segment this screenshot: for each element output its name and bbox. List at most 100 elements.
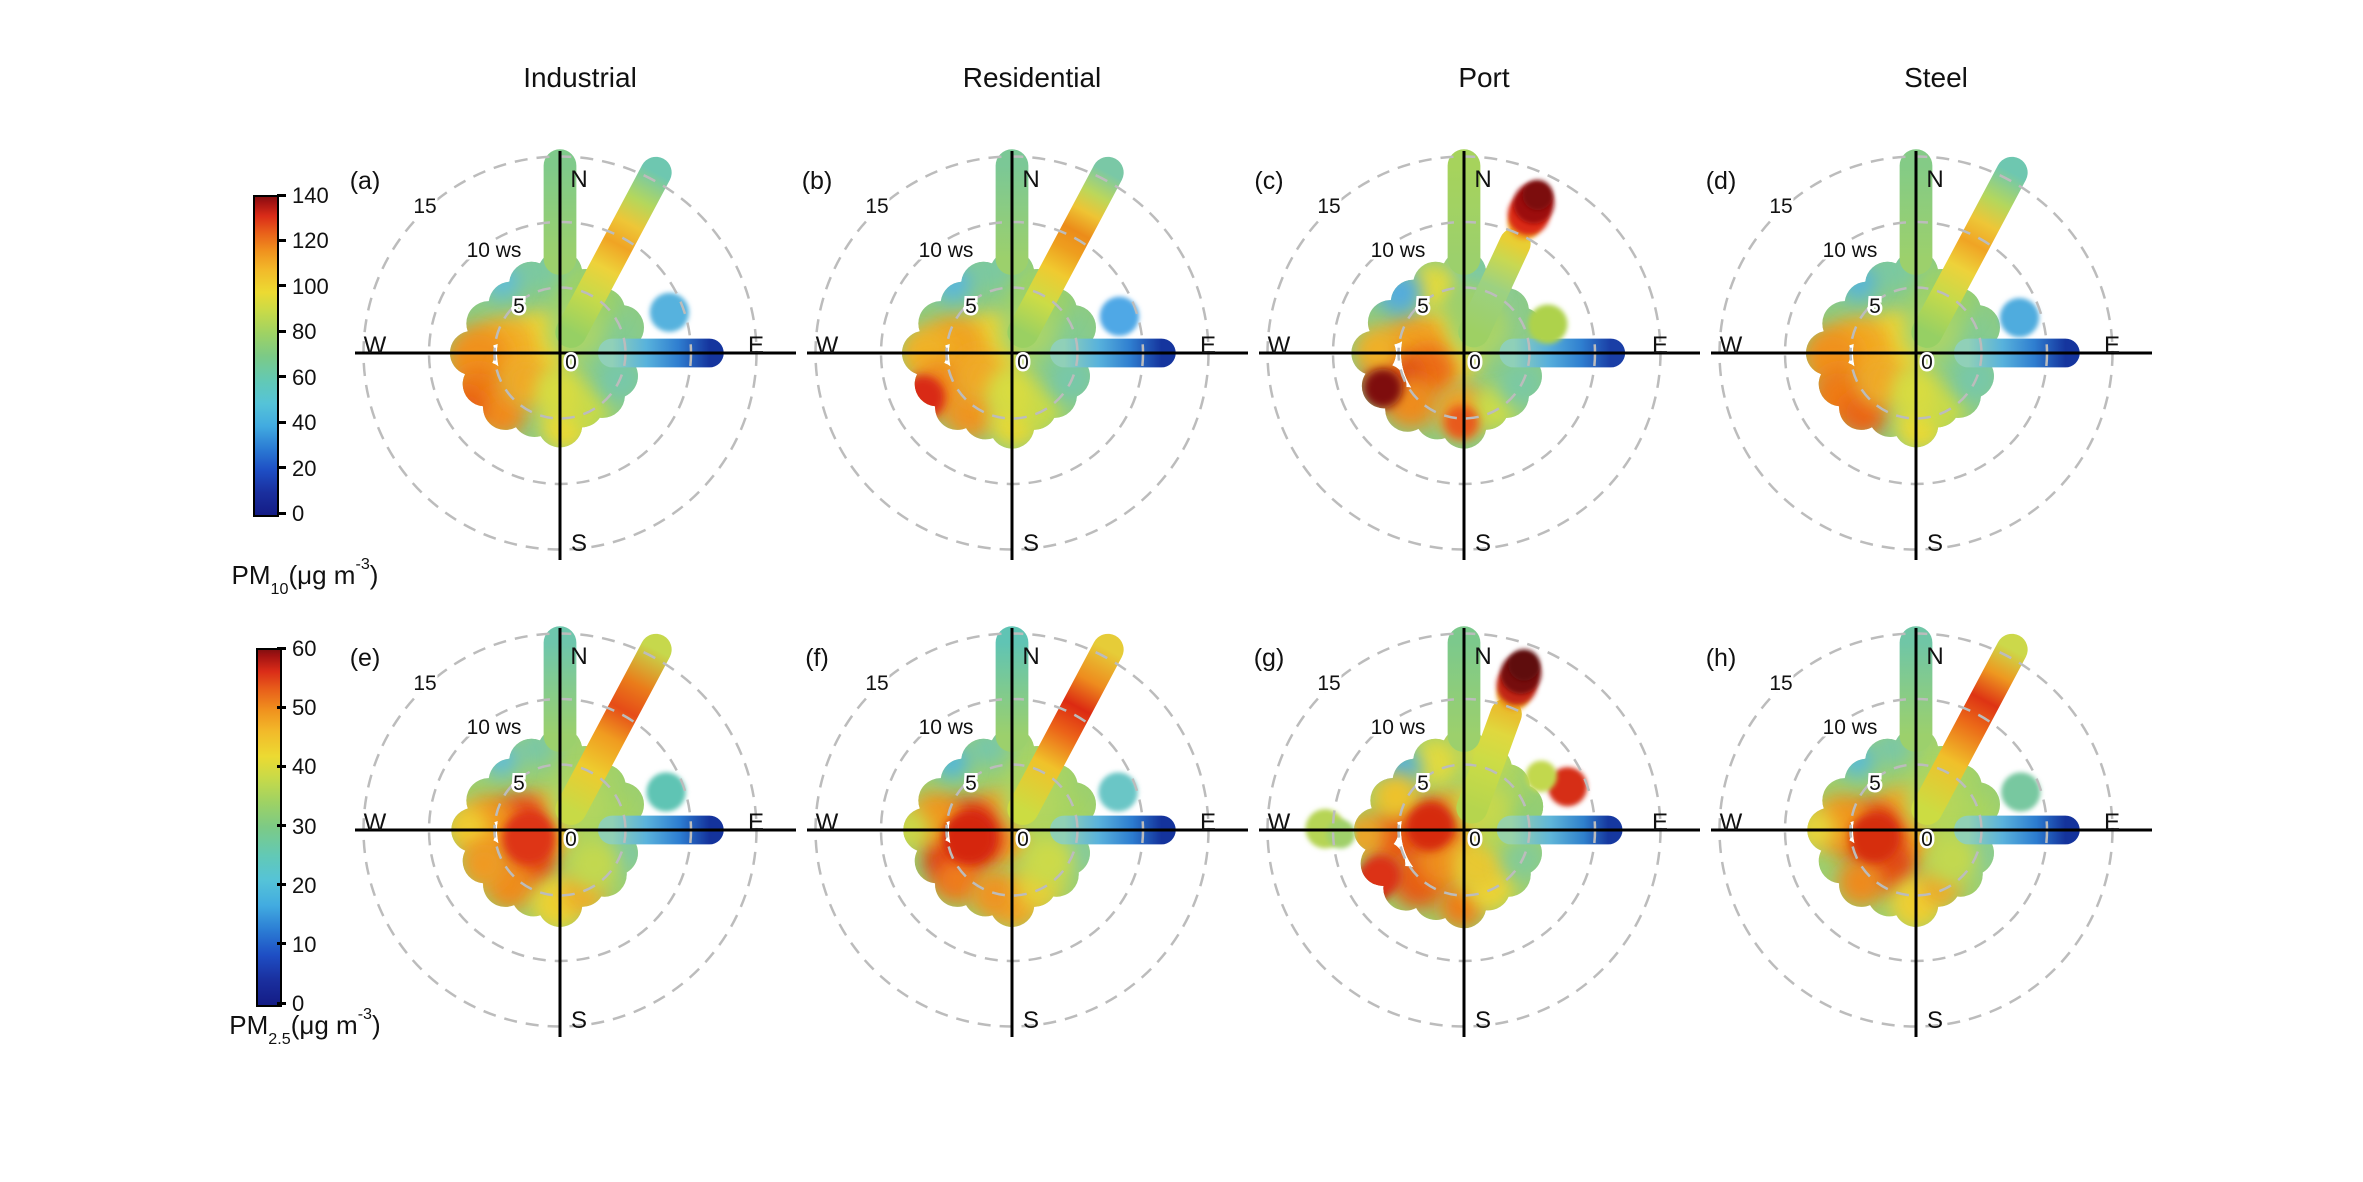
colorbar-tick <box>277 420 286 424</box>
radial-tick-10-ws: 10 ws <box>919 239 974 262</box>
compass-south-label: S <box>571 530 587 557</box>
northeast-plume-petal <box>555 633 672 825</box>
detached-cell <box>1099 296 1140 336</box>
radial-tick-15: 15 <box>865 672 888 695</box>
colorbar-tick <box>277 329 286 333</box>
detached-cell <box>1525 760 1558 793</box>
radial-tick-10-ws: 10 ws <box>1823 239 1878 262</box>
radial-tick-0: 0 <box>565 351 577 374</box>
radial-tick-10-ws: 10 ws <box>1371 716 1426 739</box>
panel-letter: (e) <box>350 644 381 672</box>
compass-west-label: W <box>1720 809 1743 836</box>
compass-south-label: S <box>1023 1007 1039 1034</box>
panel-h-steel-pm2.5: (h) N S W E 15 10 ws 5 0 <box>1706 626 2152 1037</box>
radial-tick-0: 0 <box>1469 828 1481 851</box>
column-title-port: Port <box>1458 62 1510 93</box>
compass-east-label: E <box>748 809 764 836</box>
colorbar-tick <box>277 284 286 288</box>
compass-north-label: N <box>1022 643 1039 670</box>
colorbar-tick <box>277 511 286 515</box>
pm25-colorbar <box>256 648 282 1007</box>
colorbar-tick <box>277 375 286 379</box>
northeast-plume-petal <box>1458 228 1531 348</box>
colorbar-tick <box>277 705 286 709</box>
colorbar-tick-label: 120 <box>292 228 329 254</box>
colorbar-tick <box>277 942 286 946</box>
radial-tick-5: 5 <box>513 772 525 795</box>
compass-north-label: N <box>570 166 587 193</box>
colorbar-tick <box>277 824 286 827</box>
colorbar-tick-label: 140 <box>292 183 329 208</box>
detached-cell <box>649 292 690 333</box>
colorbar-tick <box>277 883 286 887</box>
colorbar-tick <box>277 1001 286 1005</box>
colorbar-tick-label: 60 <box>292 364 317 390</box>
detached-cell <box>1326 819 1356 849</box>
colorbar-tick <box>277 646 286 650</box>
compass-east-label: E <box>1200 809 1216 836</box>
panel-c-port-pm10: (c) N S W E 15 10 ws 5 0 <box>1254 149 1700 560</box>
radial-tick-15: 15 <box>413 195 436 218</box>
panel-letter: (b) <box>802 167 833 195</box>
compass-west-label: W <box>364 332 387 359</box>
radial-tick-10-ws: 10 ws <box>467 716 522 739</box>
pm25-colorbar-label: PM2.5(μg m-3) <box>229 1004 381 1049</box>
detached-cell <box>1547 767 1588 807</box>
detached-cell <box>1098 772 1138 812</box>
panel-letter: (h) <box>1706 644 1737 672</box>
compass-east-label: E <box>748 332 764 359</box>
radial-tick-10-ws: 10 ws <box>919 716 974 739</box>
colorbar-tick-label: 40 <box>292 754 317 780</box>
compass-south-label: S <box>1475 530 1491 557</box>
plume-hotspot <box>1508 649 1540 681</box>
radial-tick-15: 15 <box>413 672 436 695</box>
compass-north-label: N <box>1022 166 1039 193</box>
radial-tick-0: 0 <box>1017 828 1029 851</box>
compass-east-label: E <box>1652 332 1668 359</box>
column-title-industrial: Industrial <box>523 62 637 93</box>
colorbar-tick-label: 0 <box>292 991 305 1016</box>
compass-south-label: S <box>1927 1007 1943 1034</box>
radial-tick-5: 5 <box>513 295 525 318</box>
compass-west-label: W <box>816 809 839 836</box>
detached-cell <box>2001 772 2041 812</box>
radial-tick-10-ws: 10 ws <box>1371 239 1426 262</box>
radial-tick-0: 0 <box>1921 828 1933 851</box>
pm10-colorbar-label: PM10(μg m-3) <box>231 554 379 599</box>
radial-tick-5: 5 <box>1869 772 1881 795</box>
radial-tick-15: 15 <box>865 195 888 218</box>
radial-tick-15: 15 <box>1769 195 1792 218</box>
colorbar-tick-label: 40 <box>292 410 317 436</box>
panel-letter: (c) <box>1254 167 1283 195</box>
compass-west-label: W <box>1720 332 1743 359</box>
compass-south-label: S <box>1023 530 1039 557</box>
northeast-plume-petal <box>1456 698 1522 824</box>
panel-a-industrial-pm10: (a) N S W E 15 10 ws 5 0 <box>350 149 796 560</box>
colorbar-tick <box>277 193 286 197</box>
panel-letter: (g) <box>1254 644 1285 672</box>
colorbar-tick-label: 20 <box>292 872 317 898</box>
northeast-plume-petal <box>1911 633 2028 825</box>
radial-tick-5: 5 <box>965 772 977 795</box>
northeast-plume-petal <box>1007 633 1124 825</box>
colorbar-tick-label: 20 <box>292 455 317 481</box>
radial-tick-15: 15 <box>1769 672 1792 695</box>
compass-south-label: S <box>571 1007 587 1034</box>
radial-tick-5: 5 <box>1417 772 1429 795</box>
colorbar-tick <box>277 764 286 768</box>
radial-tick-0: 0 <box>565 828 577 851</box>
colorbar-tick <box>277 238 286 242</box>
radial-tick-15: 15 <box>1317 195 1340 218</box>
colorbar-tick <box>277 466 286 470</box>
compass-east-label: E <box>2104 332 2120 359</box>
detached-cell <box>646 772 686 812</box>
radial-tick-5: 5 <box>965 295 977 318</box>
compass-east-label: E <box>1200 332 1216 359</box>
compass-north-label: N <box>1926 643 1943 670</box>
column-title-residential: Residential <box>962 62 1102 93</box>
panel-e-industrial-pm2.5: (e) N S W E 15 10 ws 5 0 <box>350 626 796 1037</box>
colorbar-tick-label: 0 <box>292 501 305 526</box>
compass-west-label: W <box>1268 332 1291 359</box>
compass-north-label: N <box>1474 643 1491 670</box>
